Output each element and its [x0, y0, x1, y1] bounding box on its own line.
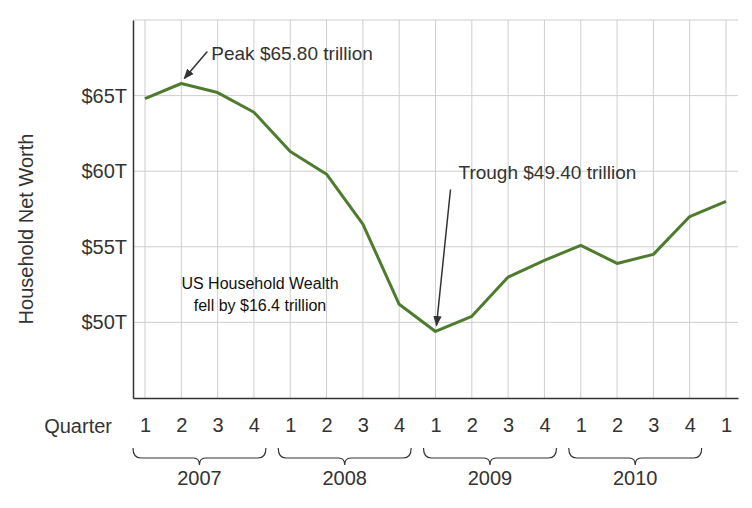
x-tick-label: 3: [358, 414, 369, 436]
x-tick: 2: [321, 398, 332, 436]
y-tick: $50T: [81, 311, 133, 333]
x-tick: 1: [576, 398, 587, 436]
grid-line-x: [508, 20, 509, 398]
chart: $50T $55T $60T $65T 1 2 3 4 1 2 3 4 1 2 3 4 1 2 3 4 1 Househo…: [0, 0, 752, 508]
y-tick: $60T: [81, 160, 133, 182]
year-brace: [133, 448, 266, 465]
annotation-text: Peak $65.80 trillion: [211, 43, 373, 64]
grid-line-x: [471, 20, 472, 398]
y-tick-label: $55T: [81, 236, 127, 258]
grid-line-x: [362, 20, 363, 398]
x-axis-title: Quarter: [44, 415, 112, 437]
x-tick-label: 4: [685, 414, 696, 436]
x-tick-label: 2: [612, 414, 623, 436]
year-brace: [569, 448, 702, 465]
grid-line-x: [653, 20, 654, 398]
x-tick-label: 1: [721, 414, 732, 436]
annotation-arrow: [437, 189, 451, 325]
grid-line-x: [689, 20, 690, 398]
grid: [133, 20, 738, 398]
x-tick-label: 3: [648, 414, 659, 436]
x-tick-label: 1: [140, 414, 151, 436]
grid-line-x: [144, 20, 145, 398]
x-tick-label: 4: [249, 414, 260, 436]
grid-line-x: [181, 20, 182, 398]
x-tick-label: 2: [321, 414, 332, 436]
x-tick: 4: [685, 398, 696, 436]
y-tick-label: $60T: [81, 160, 127, 182]
y-axis-title: Household Net Worth: [15, 134, 37, 325]
x-tick: 2: [467, 398, 478, 436]
grid-line-x: [217, 20, 218, 398]
year-brace: [278, 448, 411, 465]
year-label: 2009: [468, 467, 513, 489]
x-tick: 2: [612, 398, 623, 436]
grid-line-x: [290, 20, 291, 398]
note-text: fell by $16.4 trillion: [194, 297, 327, 314]
x-axis: 1 2 3 4 1 2 3 4 1 2 3 4 1 2 3 4 1: [134, 398, 739, 436]
x-tick-label: 1: [285, 414, 296, 436]
grid-line-y: [133, 322, 738, 323]
year-brace: [424, 448, 557, 465]
x-tick: 2: [176, 398, 187, 436]
y-tick-label: $65T: [81, 85, 127, 107]
x-tick: 4: [539, 398, 550, 436]
grid-line-x: [435, 20, 436, 398]
x-tick-label: 2: [176, 414, 187, 436]
data-line: [145, 84, 726, 332]
grid-line-y: [133, 246, 738, 247]
y-axis: $50T $55T $60T $65T: [81, 21, 133, 399]
grid-line-x: [544, 20, 545, 398]
note: US Household Wealth fell by $16.4 trillio…: [181, 275, 338, 314]
year-groups: 2007 2008 2009 2010: [133, 448, 702, 489]
grid-line-y: [133, 171, 738, 172]
plot-top-edge: [133, 20, 738, 21]
grid-line-x: [726, 20, 727, 398]
x-tick-label: 3: [503, 414, 514, 436]
plot-area: [145, 84, 726, 332]
year-label: 2008: [322, 467, 367, 489]
x-tick-label: 2: [467, 414, 478, 436]
x-tick: 4: [249, 398, 260, 436]
annotation-arrow: [184, 52, 207, 79]
x-tick-label: 3: [213, 414, 224, 436]
x-tick-label: 1: [576, 414, 587, 436]
x-tick: 3: [213, 398, 224, 436]
y-tick-label: $50T: [81, 311, 127, 333]
grid-line-x: [580, 20, 581, 398]
year-label: 2007: [177, 467, 222, 489]
x-tick: 1: [721, 398, 732, 436]
x-tick-label: 4: [394, 414, 405, 436]
x-tick: 3: [503, 398, 514, 436]
grid-line-x: [399, 20, 400, 398]
x-tick: 1: [430, 398, 441, 436]
grid-line-x: [617, 20, 618, 398]
x-tick: 4: [394, 398, 405, 436]
grid-line-x: [326, 20, 327, 398]
y-tick: $55T: [81, 236, 133, 258]
x-tick: 3: [358, 398, 369, 436]
note-text: US Household Wealth: [181, 275, 338, 292]
x-tick: 3: [648, 398, 659, 436]
x-tick: 1: [140, 398, 151, 436]
x-tick-label: 4: [539, 414, 550, 436]
annotation-text: Trough $49.40 trillion: [459, 162, 637, 183]
x-axis-line: [134, 398, 739, 400]
grid-line-x: [253, 20, 254, 398]
y-tick: $65T: [81, 85, 133, 107]
y-axis-line: [133, 21, 135, 399]
x-tick-label: 1: [430, 414, 441, 436]
x-tick: 1: [285, 398, 296, 436]
year-label: 2010: [613, 467, 658, 489]
